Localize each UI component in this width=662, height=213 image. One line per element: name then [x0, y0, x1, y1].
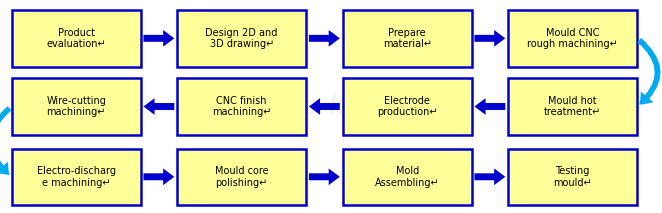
- FancyBboxPatch shape: [12, 78, 141, 135]
- FancyBboxPatch shape: [177, 149, 306, 205]
- FancyBboxPatch shape: [343, 10, 471, 66]
- FancyBboxPatch shape: [343, 78, 471, 135]
- FancyArrowPatch shape: [638, 38, 661, 105]
- Text: Product
evaluation↵: Product evaluation↵: [46, 27, 106, 49]
- FancyBboxPatch shape: [343, 149, 471, 205]
- Text: Electrode
production↵: Electrode production↵: [377, 96, 438, 117]
- FancyArrowPatch shape: [0, 106, 11, 175]
- Text: Mould CNC
rough machining↵: Mould CNC rough machining↵: [527, 27, 618, 49]
- FancyBboxPatch shape: [177, 10, 306, 66]
- Text: Mold
Assembling↵: Mold Assembling↵: [375, 166, 440, 188]
- FancyBboxPatch shape: [508, 10, 637, 66]
- Text: Electro-discharg
e machining↵: Electro-discharg e machining↵: [36, 166, 116, 188]
- Text: es.china-luna.com: es.china-luna.com: [216, 95, 446, 118]
- Text: Mould core
polishing↵: Mould core polishing↵: [214, 166, 269, 188]
- Text: CNC finish
machining↵: CNC finish machining↵: [212, 96, 271, 117]
- Text: Design 2D and
3D drawing↵: Design 2D and 3D drawing↵: [205, 27, 278, 49]
- Text: Mould hot
treatment↵: Mould hot treatment↵: [544, 96, 601, 117]
- FancyBboxPatch shape: [508, 78, 637, 135]
- FancyBboxPatch shape: [12, 10, 141, 66]
- FancyBboxPatch shape: [508, 149, 637, 205]
- Text: Prepare
material↵: Prepare material↵: [383, 27, 432, 49]
- FancyBboxPatch shape: [177, 78, 306, 135]
- FancyBboxPatch shape: [12, 149, 141, 205]
- Text: Wire-cutting
machining↵: Wire-cutting machining↵: [46, 96, 106, 117]
- Text: Testing
mould↵: Testing mould↵: [553, 166, 592, 188]
